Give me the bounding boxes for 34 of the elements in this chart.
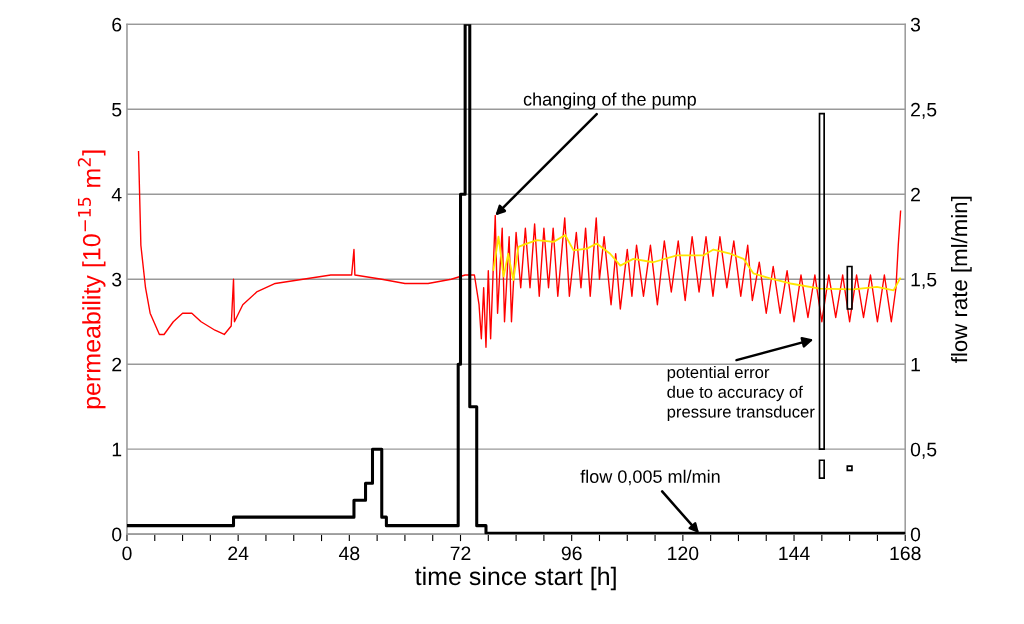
x-tick-label: 0 (122, 546, 132, 561)
y2-tick-label: 2 (911, 187, 920, 202)
y2-tick-label: 1 (911, 357, 920, 372)
annotation: potential error due to accuracy of pressure transducer (667, 365, 815, 421)
y-tick-label: 0 (112, 527, 122, 542)
line-series (137, 151, 902, 348)
y-tick-label: 4 (111, 187, 122, 202)
y2-tick-label: 1,5 (911, 272, 937, 289)
y2-tick-label: 0 (910, 527, 921, 542)
x-tick-label: 144 (779, 546, 810, 561)
y2-tick-label: 0,5 (910, 442, 937, 459)
x-tick-label: 120 (668, 546, 699, 561)
bar (818, 459, 825, 479)
y-axis-title: permeability [10$^{−15}$ m$^{2}$] (77, 150, 106, 409)
bar (846, 265, 853, 310)
annotation: flow 0,005 ml/min (580, 469, 720, 486)
x-tick-label: 168 (890, 546, 921, 561)
y2-axis-title: flow rate [ml/min] (950, 196, 972, 363)
x-tick-label: 72 (450, 546, 471, 561)
y-tick-label: 5 (112, 102, 122, 117)
annotation: changing of the pump (523, 92, 696, 110)
bar (818, 112, 825, 451)
line-series (492, 234, 902, 292)
bar (846, 465, 853, 472)
x-tick-label: 96 (561, 546, 582, 561)
y2-tick-label: 3 (910, 17, 921, 32)
x-tick-label: 48 (338, 546, 360, 561)
y-tick-label: 2 (112, 357, 122, 372)
y-tick-label: 6 (112, 17, 122, 32)
y-tick-label: 1 (112, 442, 122, 457)
x-axis-title: time since start [h] (415, 566, 616, 591)
x-tick-label: 24 (228, 546, 249, 561)
y-tick-label: 3 (112, 272, 122, 287)
y2-tick-label: 2,5 (911, 102, 937, 119)
